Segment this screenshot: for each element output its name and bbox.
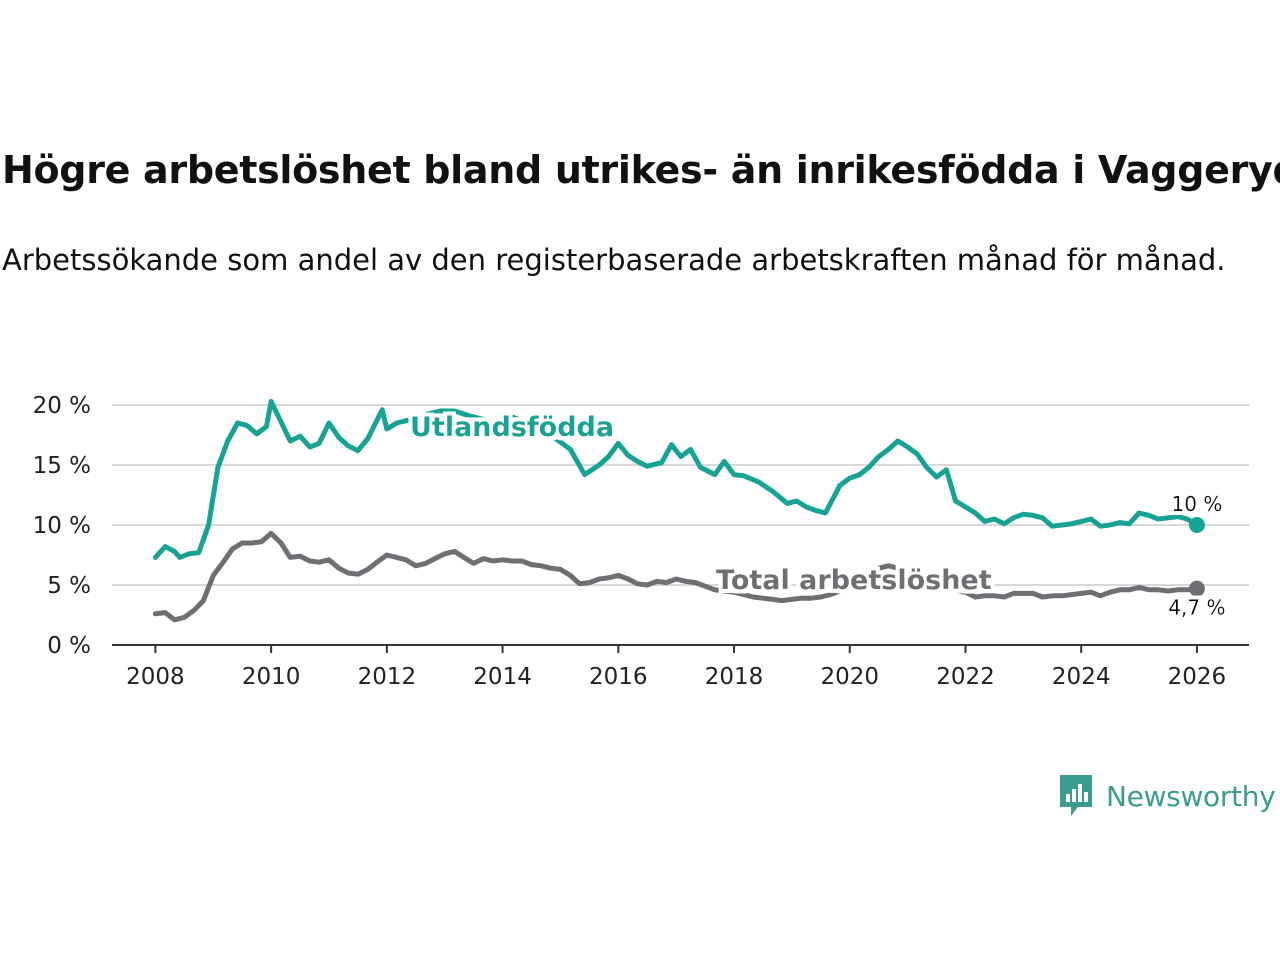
x-tick-label: 2018	[705, 664, 764, 690]
chart-subtitle: Arbetssökande som andel av den registerb…	[2, 243, 1226, 277]
x-axis: 2008 2010 2012 2014 2016 2018 2020 2022 2024 2026	[126, 645, 1226, 690]
gridlines	[112, 404, 1249, 586]
series-line	[152, 530, 1200, 623]
y-axis: 0 % 5 % 10 % 15 % 20 %	[33, 393, 91, 659]
x-tick-label: 2024	[1052, 664, 1111, 690]
series-end-point	[1188, 517, 1205, 533]
y-tick-label: 20 %	[33, 393, 91, 419]
x-tick-label: 2016	[589, 664, 648, 690]
y-tick-label: 0 %	[47, 633, 91, 659]
series-label-total: Total arbetslöshet	[716, 565, 992, 596]
series-label-utlandsfodda: Utlandsfödda	[410, 412, 614, 443]
y-tick-label: 10 %	[33, 513, 91, 539]
brand-name: Newsworthy	[1106, 779, 1276, 813]
x-tick-label: 2008	[126, 664, 185, 690]
newsworthy-logo-icon	[1060, 775, 1092, 816]
chart-title: Högre arbetslöshet bland utrikes- än inr…	[2, 148, 1280, 192]
x-tick-label: 2014	[473, 664, 532, 690]
y-tick-label: 15 %	[33, 453, 91, 479]
newsworthy-brand: Newsworthy	[1058, 772, 1276, 820]
series-labels: Utlandsfödda Total arbetslöshet 10 % 4,7 %	[410, 412, 1226, 620]
x-tick-label: 2022	[936, 664, 995, 690]
end-label-utlandsfodda: 10 %	[1172, 492, 1223, 516]
x-tick-label: 2010	[242, 664, 301, 690]
end-label-total: 4,7 %	[1168, 596, 1225, 620]
series-end-point	[1188, 580, 1205, 597]
y-tick-label: 5 %	[47, 573, 91, 599]
x-tick-label: 2020	[820, 664, 879, 690]
series-line	[152, 398, 1200, 560]
series-lines	[152, 398, 1205, 623]
x-tick-label: 2012	[358, 664, 417, 690]
x-tick-label: 2026	[1168, 664, 1227, 690]
